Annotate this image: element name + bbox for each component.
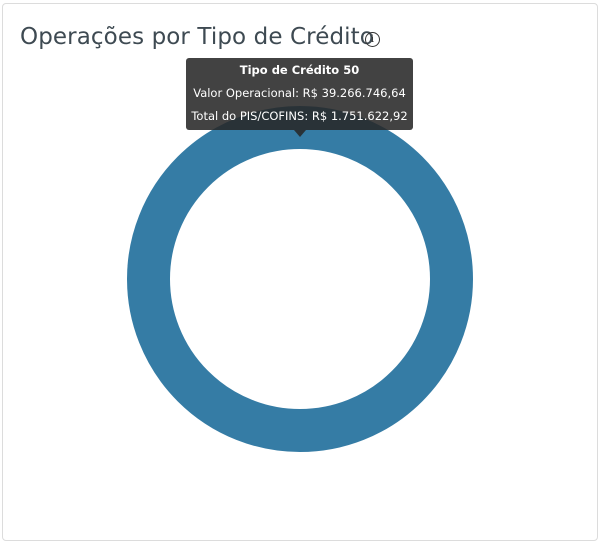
chart-tooltip: Tipo de Crédito 50 Valor Operacional: R$… — [186, 58, 413, 130]
tooltip-title: Tipo de Crédito 50 — [239, 63, 360, 77]
info-circle-icon[interactable]: i — [365, 32, 380, 47]
tooltip-arrow — [294, 130, 306, 137]
tooltip-total-pis-cofins: Total do PIS/COFINS: R$ 1.751.622,92 — [191, 109, 408, 123]
chart-title: Operações por Tipo de Crédito — [20, 24, 374, 50]
donut-slice[interactable] — [127, 106, 473, 452]
tooltip-valor-operacional: Valor Operacional: R$ 39.266.746,64 — [193, 86, 406, 100]
